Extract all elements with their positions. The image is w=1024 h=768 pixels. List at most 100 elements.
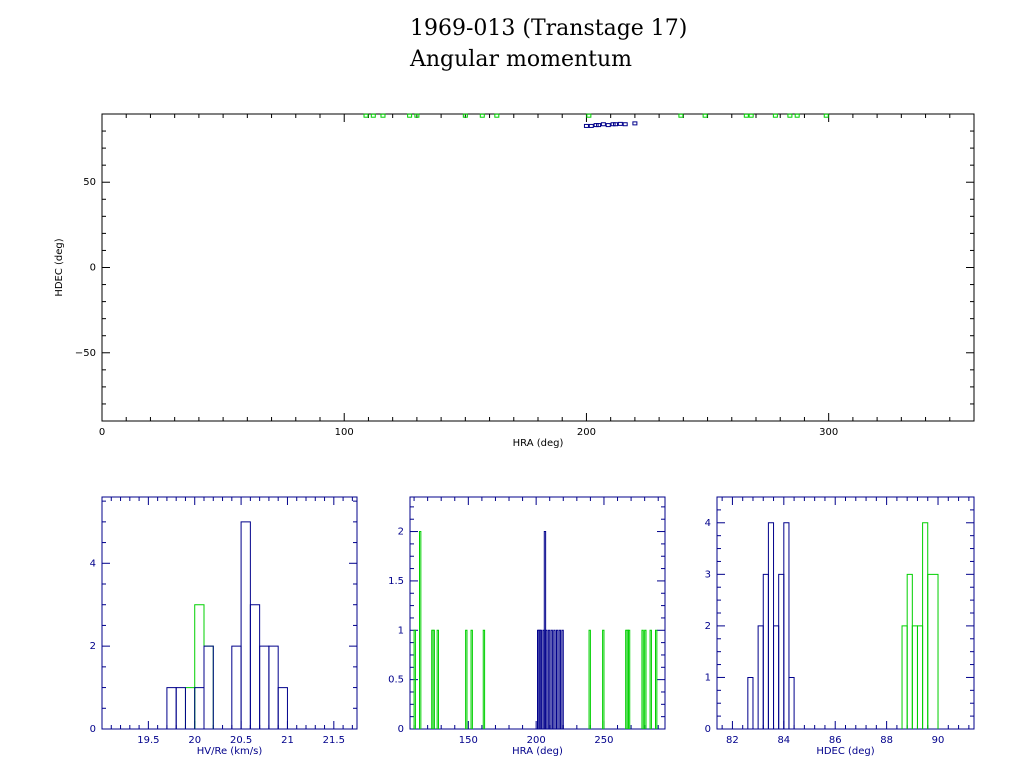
y-tick-label: 1.5 xyxy=(388,576,404,587)
green-bar xyxy=(906,573,913,729)
blue-bar xyxy=(773,625,780,729)
blue-bar xyxy=(767,522,775,729)
green-point xyxy=(586,113,592,118)
blue-bar xyxy=(747,676,754,729)
blue-bar xyxy=(175,687,186,729)
x-axis-label: HRA (deg) xyxy=(512,746,563,757)
x-tick-label: 21 xyxy=(281,735,294,746)
x-tick-label: 88 xyxy=(880,735,893,746)
green-point xyxy=(370,113,376,118)
y-tick-label: 0 xyxy=(90,263,96,274)
blue-bar xyxy=(194,687,205,729)
blue-point xyxy=(596,123,602,128)
blue-bar xyxy=(788,676,795,729)
x-tick-label: 90 xyxy=(932,735,945,746)
green-point xyxy=(748,113,754,118)
blue-point xyxy=(617,121,623,126)
green-bar xyxy=(194,604,205,729)
x-tick-label: 21.5 xyxy=(323,735,345,746)
y-axis-label: HDEC (deg) xyxy=(54,238,65,296)
y-tick-label: 2 xyxy=(398,527,404,538)
blue-bar xyxy=(249,604,261,729)
y-tick-label: 2 xyxy=(90,641,96,652)
blue-bar xyxy=(757,625,764,729)
x-tick-label: 250 xyxy=(594,735,613,746)
blue-bar xyxy=(550,629,553,729)
blue-bar xyxy=(783,522,790,729)
blue-bar xyxy=(778,573,785,729)
blue-bar xyxy=(555,629,559,729)
green-bar xyxy=(588,629,591,729)
blue-point xyxy=(613,122,619,127)
green-point xyxy=(702,113,708,118)
x-tick-label: 200 xyxy=(527,735,546,746)
green-point xyxy=(407,113,413,118)
chart-hist-hv xyxy=(101,496,358,730)
green-bar xyxy=(413,629,416,729)
green-bar xyxy=(649,629,652,729)
green-bar xyxy=(203,645,214,729)
green-point xyxy=(380,113,386,118)
y-tick-label: 0 xyxy=(705,724,711,735)
y-tick-label: 1 xyxy=(705,672,711,683)
y-tick-label: 4 xyxy=(90,558,96,569)
green-bar xyxy=(184,687,196,729)
green-point xyxy=(494,113,500,118)
x-tick-label: 84 xyxy=(777,735,790,746)
green-bar xyxy=(602,629,605,729)
x-tick-label: 86 xyxy=(829,735,842,746)
blue-bar xyxy=(539,629,543,729)
green-bar xyxy=(627,629,631,729)
chart-title: 1969-013 (Transtage 17) xyxy=(410,16,688,41)
x-tick-label: 20 xyxy=(188,735,201,746)
plot-frame xyxy=(101,113,975,422)
blue-bar xyxy=(277,687,288,729)
x-tick-label: 19.5 xyxy=(137,735,159,746)
blue-point xyxy=(583,123,589,128)
blue-point xyxy=(600,122,606,127)
x-tick-label: 150 xyxy=(459,735,478,746)
x-tick-label: 0 xyxy=(99,427,105,438)
chart-hist-hdec xyxy=(716,496,975,730)
green-bar xyxy=(470,629,473,729)
y-tick-label: 2 xyxy=(705,621,711,632)
blue-bar xyxy=(561,629,564,729)
blue-bar xyxy=(240,521,251,729)
blue-bar xyxy=(268,645,279,729)
blue-bar xyxy=(203,645,214,729)
green-point xyxy=(823,113,829,118)
blue-bar xyxy=(166,687,177,729)
blue-bar xyxy=(547,629,551,729)
y-tick-label: 4 xyxy=(705,518,711,529)
green-point xyxy=(462,113,468,118)
green-bar xyxy=(418,531,422,729)
x-tick-label: 82 xyxy=(726,735,739,746)
x-tick-label: 20.5 xyxy=(230,735,252,746)
green-point xyxy=(743,113,749,118)
green-point xyxy=(414,113,420,118)
x-tick-label: 100 xyxy=(335,427,354,438)
x-axis-label: HV/Re (km/s) xyxy=(197,746,263,757)
y-tick-label: 0 xyxy=(90,724,96,735)
green-bar xyxy=(911,625,918,729)
blue-point xyxy=(632,121,638,126)
blue-bar xyxy=(231,645,242,729)
blue-bar xyxy=(545,629,548,729)
green-bar xyxy=(644,629,647,729)
x-tick-label: 300 xyxy=(819,427,838,438)
green-bar xyxy=(655,629,658,729)
y-tick-label: 0 xyxy=(398,724,404,735)
green-bar xyxy=(465,629,468,729)
green-bar xyxy=(482,629,486,729)
green-bar xyxy=(901,625,908,729)
green-point xyxy=(794,113,800,118)
green-bar xyxy=(916,625,924,729)
green-bar xyxy=(432,629,435,729)
blue-bar xyxy=(259,645,270,729)
chart-scatter xyxy=(101,113,975,422)
green-bar xyxy=(436,629,439,729)
y-tick-label: −50 xyxy=(75,348,96,359)
x-axis-label: HDEC (deg) xyxy=(816,746,874,757)
x-axis-label: HRA (deg) xyxy=(513,438,564,449)
